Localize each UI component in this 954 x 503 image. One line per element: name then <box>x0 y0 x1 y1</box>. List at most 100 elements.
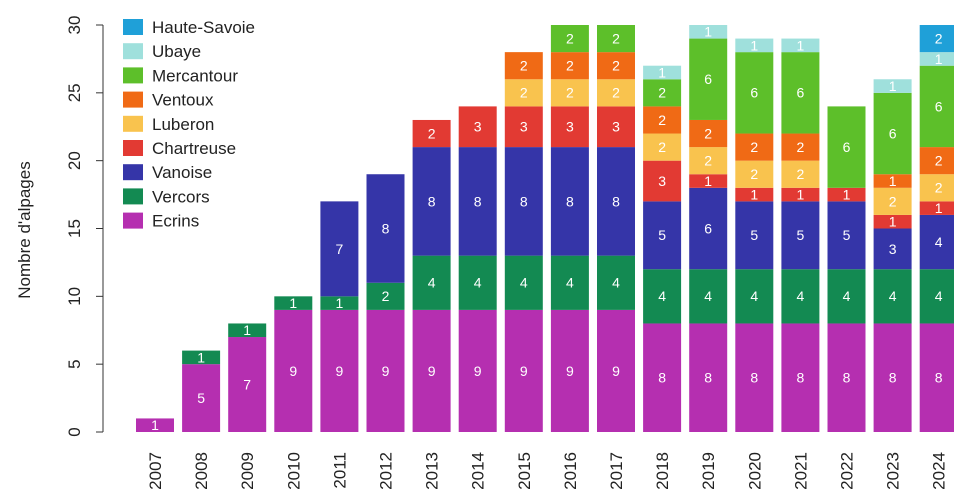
bar-segment-luberon <box>597 79 635 107</box>
data-label: 1 <box>889 173 897 189</box>
bar-segment-ubaye <box>873 79 912 93</box>
bar-segment-ubaye <box>689 25 728 39</box>
data-label: 1 <box>151 417 159 433</box>
legend-label: Ventoux <box>152 91 214 110</box>
data-label: 9 <box>474 363 482 379</box>
legend-swatch <box>123 188 143 205</box>
x-tick-label: 2007 <box>146 452 165 490</box>
bar-segment-mercantour <box>689 38 728 120</box>
bar-segment-vanoise <box>366 174 405 283</box>
bar-segment-ecrins <box>781 323 820 432</box>
data-label: 2 <box>566 85 574 101</box>
data-label: 8 <box>474 193 482 209</box>
bar-stack-2013: 9 4 8 2 <box>412 119 451 432</box>
bar-segment-ecrins <box>136 418 174 432</box>
data-label: 2 <box>658 139 666 155</box>
bar-segment-ubaye <box>735 38 774 53</box>
data-label: 4 <box>612 275 620 291</box>
bar-segment-ubaye <box>919 52 954 66</box>
data-label: 2 <box>704 125 712 141</box>
data-label: 7 <box>243 376 251 392</box>
bar-segment-chartreuse <box>504 106 543 148</box>
data-label: 8 <box>566 193 574 209</box>
x-tick-label: 2013 <box>423 452 442 490</box>
bar-segment-ventoux <box>781 133 820 161</box>
bar-segment-ventoux <box>550 52 589 80</box>
bar-segment-ventoux <box>643 106 682 134</box>
bar-stack-2008: 51 <box>182 349 221 432</box>
legend: Haute-Savoie Ubaye Mercantour Ventoux Lubero… <box>123 18 255 231</box>
bar-segment-vercors <box>781 269 820 324</box>
data-label: 2 <box>612 85 620 101</box>
data-label: 4 <box>797 288 805 304</box>
bar-segment-luberon <box>873 187 912 215</box>
data-label: 1 <box>843 186 851 202</box>
legend-label: Haute-Savoie <box>152 18 255 37</box>
data-label: 7 <box>336 241 344 257</box>
bar-segment-ecrins <box>366 309 405 432</box>
bar-segment-ecrins <box>827 323 866 432</box>
bar-segment-mercantour <box>597 25 635 53</box>
data-label: 4 <box>935 234 943 250</box>
bar-segment-chartreuse <box>873 214 912 229</box>
bar-segment-vanoise <box>643 201 682 270</box>
data-label: 8 <box>797 370 805 386</box>
data-label: 2 <box>612 58 620 74</box>
bar-segment-vanoise <box>597 147 635 256</box>
data-label: 2 <box>704 153 712 169</box>
data-label: 3 <box>566 119 574 135</box>
bar-segment-haute-savoie <box>919 25 954 53</box>
data-label: 4 <box>428 275 436 291</box>
bar-segment-vercors <box>228 323 267 338</box>
bar-segment-ecrins <box>458 309 497 432</box>
bar-segment-vercors <box>689 269 728 324</box>
bar-stack-2011: 9 1 7 <box>320 201 359 432</box>
bar-segment-vanoise <box>735 201 774 270</box>
bar-segment-vercors <box>504 255 543 310</box>
bar-segment-vercors <box>919 269 954 324</box>
data-label: 2 <box>382 288 390 304</box>
x-tick-label: 2023 <box>884 452 903 490</box>
data-label: 8 <box>520 193 528 209</box>
data-label: 6 <box>889 125 897 141</box>
data-label: 4 <box>750 288 758 304</box>
data-label: 2 <box>797 139 805 155</box>
bar-segment-mercantour <box>919 65 954 148</box>
legend-swatch <box>123 67 143 84</box>
bar-segment-ecrins <box>597 309 635 432</box>
bar-stack-2020: 8 4 5 1 2 2 6 1 <box>735 37 774 432</box>
bar-segment-vanoise <box>412 147 451 256</box>
bar-segment-chartreuse <box>781 187 820 202</box>
legend-label: Vanoise <box>152 163 212 182</box>
data-label: 8 <box>935 370 943 386</box>
data-label: 2 <box>935 153 943 169</box>
bar-segment-chartreuse <box>597 106 635 148</box>
data-label: 2 <box>520 85 528 101</box>
bar-segment-chartreuse <box>689 174 728 188</box>
bar-segment-chartreuse <box>735 187 774 202</box>
bar-segment-chartreuse <box>643 160 682 202</box>
x-tick-label: 2009 <box>238 452 257 490</box>
x-tick-label: 2021 <box>791 452 810 490</box>
data-label: 2 <box>520 58 528 74</box>
x-tick-label: 2015 <box>515 452 534 490</box>
y-tick-label: 0 <box>65 427 84 436</box>
data-label: 1 <box>658 64 666 80</box>
data-label: 5 <box>197 390 205 406</box>
data-label: 1 <box>797 186 805 202</box>
x-tick-label: 2024 <box>930 452 949 490</box>
data-label: 9 <box>428 363 436 379</box>
data-label: 1 <box>289 295 297 311</box>
bar-segment-vercors <box>366 282 405 310</box>
y-tick-label: 10 <box>65 287 84 306</box>
legend-swatch <box>123 115 143 132</box>
data-label: 4 <box>935 288 943 304</box>
data-label: 2 <box>797 166 805 182</box>
data-label: 1 <box>704 24 712 40</box>
bar-segment-ecrins <box>873 323 912 432</box>
bar-segment-luberon <box>689 147 728 175</box>
data-label: 9 <box>382 363 390 379</box>
bar-segment-ecrins <box>504 309 543 432</box>
data-label: 1 <box>704 173 712 189</box>
data-label: 8 <box>658 370 666 386</box>
